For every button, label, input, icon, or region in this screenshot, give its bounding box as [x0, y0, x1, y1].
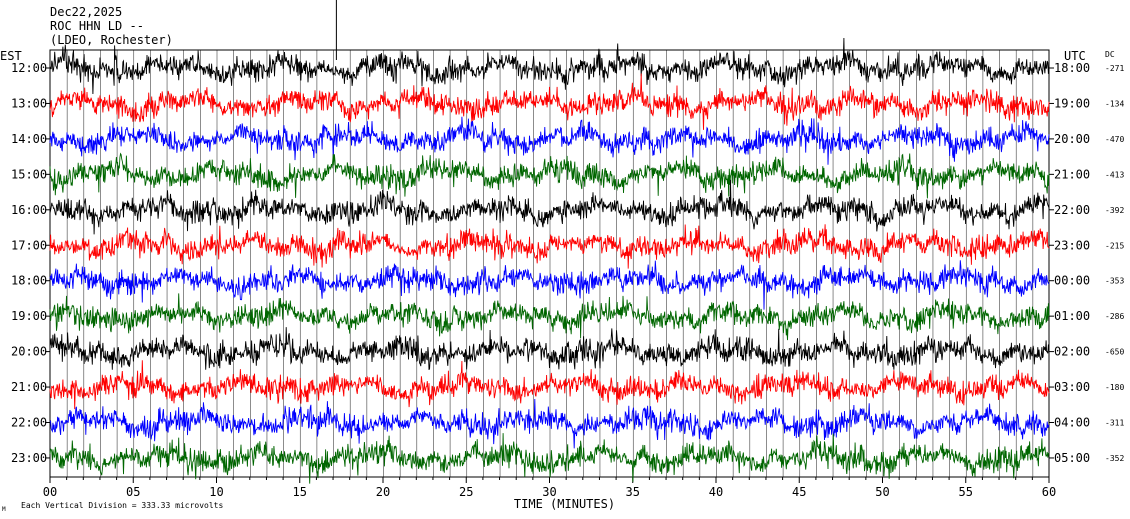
dc-offset-label: -215 — [1105, 241, 1124, 250]
trace-line — [49, 37, 1050, 95]
est-time-label: 21:00 — [11, 380, 47, 394]
utc-time-label: 05:00 — [1054, 451, 1090, 465]
utc-time-label: 01:00 — [1054, 309, 1090, 323]
utc-time-label: 02:00 — [1054, 345, 1090, 359]
dc-offset-label: -134 — [1105, 99, 1124, 108]
x-tick-label: 50 — [875, 485, 889, 499]
utc-time-label: 04:00 — [1054, 416, 1090, 430]
x-tick-label: 25 — [459, 485, 473, 499]
x-tick-label: 00 — [43, 485, 57, 499]
dc-offset-label: -311 — [1105, 419, 1124, 428]
est-time-label: 13:00 — [11, 96, 47, 110]
corner-mark: M — [2, 506, 6, 513]
est-time-label: 14:00 — [11, 132, 47, 146]
est-time-label: 22:00 — [11, 416, 47, 430]
x-tick-label: 10 — [209, 485, 223, 499]
trace-line — [49, 260, 1050, 310]
est-time-label: 12:00 — [11, 61, 47, 75]
utc-axis-label: UTC — [1064, 49, 1086, 63]
trace-line — [49, 224, 1050, 269]
dc-offset-label: -352 — [1105, 454, 1124, 463]
axis-labels: 00 05 10 15 20 25 30 35 40 45 50 55 60 TIME (MINUTES)… — [0, 49, 1124, 513]
x-tick-label: 40 — [709, 485, 723, 499]
est-time-label: 18:00 — [11, 274, 47, 288]
x-tick-label: 55 — [959, 485, 973, 499]
trace-line — [49, 152, 1050, 199]
scale-label: Each Vertical Division = 333.33 microvol… — [21, 501, 223, 510]
utc-time-label: 21:00 — [1054, 167, 1090, 181]
seismic-traces — [49, 0, 1050, 484]
trace-line — [49, 179, 1050, 235]
est-time-label: 16:00 — [11, 203, 47, 217]
utc-time-label: 23:00 — [1054, 238, 1090, 252]
utc-time-label: 19:00 — [1054, 96, 1090, 110]
est-time-label: 23:00 — [11, 451, 47, 465]
dc-offset-label: -392 — [1105, 206, 1124, 215]
dc-offset-label: -353 — [1105, 277, 1124, 286]
trace-line — [49, 327, 1050, 370]
x-tick-label: 15 — [293, 485, 307, 499]
plot-grid — [45, 49, 1054, 483]
est-time-label: 17:00 — [11, 238, 47, 252]
x-tick-label: 20 — [376, 485, 390, 499]
trace-line — [49, 360, 1050, 410]
x-tick-label: 35 — [626, 485, 640, 499]
est-time-label: 15:00 — [11, 167, 47, 181]
trace-line — [49, 433, 1050, 484]
dc-offset-label: -650 — [1105, 348, 1124, 357]
x-axis-label: TIME (MINUTES) — [514, 497, 615, 511]
header-date: Dec22,2025 — [50, 5, 123, 19]
trace-line — [49, 116, 1050, 165]
est-axis-label: EST — [0, 49, 22, 63]
utc-time-label: 00:00 — [1054, 274, 1090, 288]
dc-axis-label: DC — [1105, 50, 1115, 59]
utc-time-label: 22:00 — [1054, 203, 1090, 217]
x-tick-label: 60 — [1042, 485, 1056, 499]
x-tick-label: 45 — [792, 485, 806, 499]
dc-offset-label: -286 — [1105, 312, 1124, 321]
trace-line — [49, 73, 1050, 130]
header-station: ROC HHN LD -- — [50, 19, 144, 33]
header-location: (LDEO, Rochester) — [50, 33, 173, 47]
utc-time-label: 18:00 — [1054, 61, 1090, 75]
utc-time-label: 20:00 — [1054, 132, 1090, 146]
trace-line — [49, 398, 1050, 449]
dc-offset-label: -271 — [1105, 64, 1124, 73]
utc-time-label: 03:00 — [1054, 380, 1090, 394]
x-tick-label: 30 — [542, 485, 556, 499]
dc-offset-label: -470 — [1105, 135, 1124, 144]
dc-offset-label: -180 — [1105, 383, 1124, 392]
x-tick-label: 05 — [126, 485, 140, 499]
trace-line — [49, 293, 1050, 341]
dc-offset-label: -413 — [1105, 170, 1124, 179]
est-time-label: 20:00 — [11, 345, 47, 359]
est-time-label: 19:00 — [11, 309, 47, 323]
